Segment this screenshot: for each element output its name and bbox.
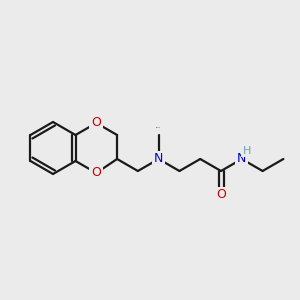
Text: O: O	[92, 116, 101, 130]
Text: O: O	[216, 188, 226, 202]
Text: O: O	[92, 167, 101, 179]
Text: N: N	[154, 152, 163, 166]
Text: methyl: methyl	[156, 127, 161, 128]
Text: N: N	[237, 152, 247, 166]
Text: H: H	[243, 146, 251, 156]
